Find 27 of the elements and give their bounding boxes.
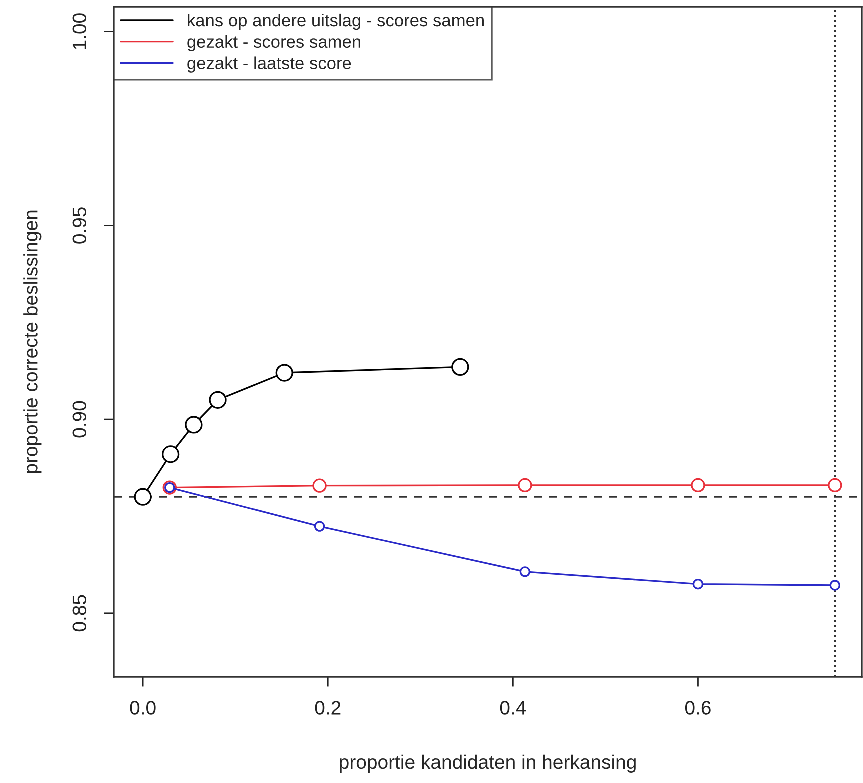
legend-label: gezakt - scores samen — [188, 35, 360, 52]
y-tick-label: 0.95 — [72, 208, 87, 244]
y-tick-label: 1.00 — [72, 14, 87, 50]
legend-label: kans op andere uitslag - scores samen — [188, 14, 484, 30]
point — [452, 358, 470, 376]
x-axis-title: proportie kandidaten in herkansing — [340, 754, 636, 773]
point — [185, 416, 203, 434]
y-tick-label: 0.90 — [72, 401, 87, 438]
point — [691, 478, 706, 493]
point — [828, 478, 842, 493]
point — [162, 446, 180, 464]
point — [314, 521, 326, 532]
x-tick-label: 0.4 — [500, 701, 526, 715]
x-tick-label: 0.2 — [315, 701, 341, 715]
point — [312, 478, 327, 493]
point — [276, 364, 294, 382]
point — [520, 566, 531, 578]
point — [692, 578, 704, 590]
point — [830, 580, 841, 591]
x-tick-label: 0.0 — [130, 701, 156, 715]
point — [518, 478, 532, 493]
y-axis-title: proportie correcte beslissingen — [24, 210, 42, 474]
x-tick-label: 0.6 — [685, 701, 711, 715]
y-tick-label: 0.85 — [72, 595, 87, 632]
point — [209, 391, 227, 409]
point — [134, 488, 152, 506]
legend-label: gezakt - laatste score — [188, 56, 352, 73]
